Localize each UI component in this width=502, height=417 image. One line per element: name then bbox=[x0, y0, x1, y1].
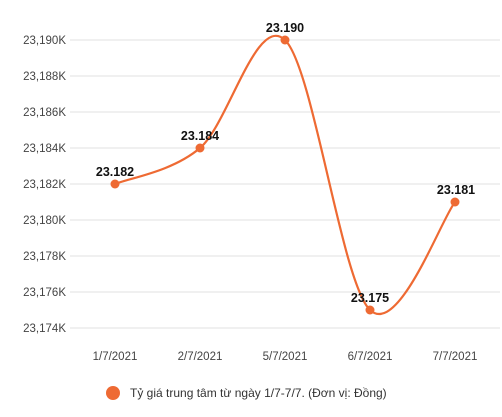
y-tick-label: 23,174K bbox=[23, 323, 66, 335]
series-line bbox=[114, 35, 456, 315]
y-tick-label: 23,186K bbox=[23, 107, 66, 119]
x-tick-label: 1/7/2021 bbox=[93, 351, 138, 363]
x-tick-label: 5/7/2021 bbox=[263, 351, 308, 363]
data-label: 23.175 bbox=[351, 291, 389, 305]
legend: Tỷ giá trung tâm từ ngày 1/7-7/7. (Đơn v… bbox=[106, 386, 387, 400]
legend-entry: Tỷ giá trung tâm từ ngày 1/7-7/7. (Đơn v… bbox=[130, 386, 387, 400]
y-axis-tick-labels: 23,174K 23,176K 23,178K 23,180K 23,182K 23,18… bbox=[23, 35, 66, 335]
data-point bbox=[110, 179, 120, 189]
x-tick-label: 7/7/2021 bbox=[433, 351, 478, 363]
y-tick-label: 23,188K bbox=[23, 71, 66, 83]
y-tick-label: 23,190K bbox=[23, 35, 66, 47]
y-tick-label: 23,184K bbox=[23, 143, 66, 155]
x-tick-label: 2/7/2021 bbox=[178, 351, 223, 363]
data-labels: 23.182 23.184 23.190 23.175 23.181 bbox=[96, 21, 475, 305]
data-label: 23.190 bbox=[266, 21, 304, 35]
x-tick-label: 6/7/2021 bbox=[348, 351, 393, 363]
data-label: 23.182 bbox=[96, 165, 134, 179]
data-point bbox=[365, 305, 375, 315]
y-tick-label: 23,178K bbox=[23, 251, 66, 263]
gridlines bbox=[70, 39, 500, 329]
data-point bbox=[280, 35, 290, 45]
x-axis-tick-labels: 1/7/2021 2/7/2021 5/7/2021 6/7/2021 7/7/2021 bbox=[93, 351, 478, 363]
data-label: 23.181 bbox=[437, 183, 475, 197]
data-point bbox=[450, 197, 460, 207]
y-tick-label: 23,180K bbox=[23, 215, 66, 227]
series-points bbox=[110, 35, 460, 315]
data-point bbox=[195, 143, 205, 153]
legend-marker bbox=[106, 386, 120, 400]
y-tick-label: 23,176K bbox=[23, 287, 66, 299]
data-label: 23.184 bbox=[181, 129, 219, 143]
y-tick-label: 23,182K bbox=[23, 179, 66, 191]
